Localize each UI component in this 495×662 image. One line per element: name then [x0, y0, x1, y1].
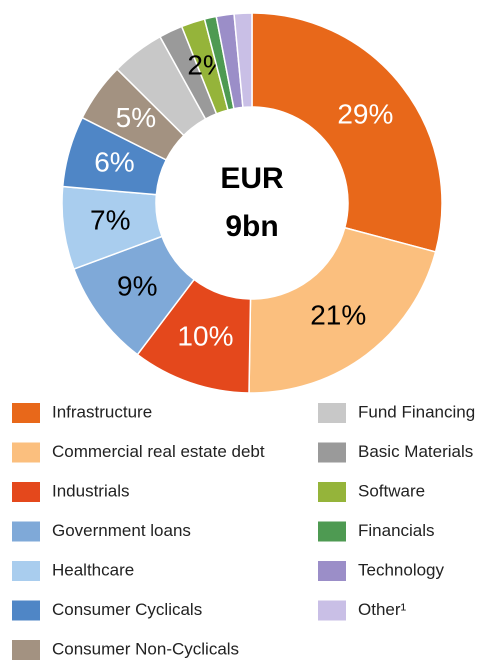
legend-swatch [318, 600, 346, 621]
legend-swatch [318, 482, 346, 502]
legend-label: Consumer Cyclicals [52, 600, 202, 619]
center-label: 9bn [225, 210, 278, 243]
legend-swatch [318, 442, 346, 463]
donut-segment [233, 12, 253, 109]
legend-label: Industrials [52, 481, 129, 500]
legend-swatch [12, 561, 40, 581]
donut-segment [248, 226, 437, 394]
data-label: 10% [177, 321, 233, 352]
legend-swatch [318, 403, 346, 423]
data-label: 9% [117, 271, 157, 302]
data-label: 5% [116, 102, 156, 133]
center-label: EUR [220, 162, 284, 195]
legend-swatch [12, 403, 40, 423]
legend-label: Commercial real estate debt [52, 442, 265, 461]
legend-label: Healthcare [52, 560, 134, 579]
legend-label: Financials [358, 521, 435, 540]
legend-swatch [12, 442, 40, 463]
data-label: 7% [90, 205, 130, 236]
legend-label: Fund Financing [358, 402, 475, 421]
legend-label: Infrastructure [52, 402, 152, 421]
legend-label: Other¹ [358, 600, 407, 619]
legend-label: Consumer Non-Cyclicals [52, 639, 239, 658]
legend-label: Software [358, 481, 425, 500]
data-label: 21% [310, 299, 366, 330]
legend-swatch [12, 482, 40, 502]
legend-swatch [12, 521, 40, 542]
legend-swatch [318, 561, 346, 581]
legend-label: Government loans [52, 521, 191, 540]
legend-swatch [318, 521, 346, 542]
data-label: 6% [94, 146, 134, 177]
legend-swatch [12, 640, 40, 660]
data-label: 29% [337, 98, 393, 129]
donut-segment [251, 12, 443, 253]
legend-label: Technology [358, 560, 445, 579]
legend-label: Basic Materials [358, 442, 473, 461]
legend-swatch [12, 600, 40, 621]
